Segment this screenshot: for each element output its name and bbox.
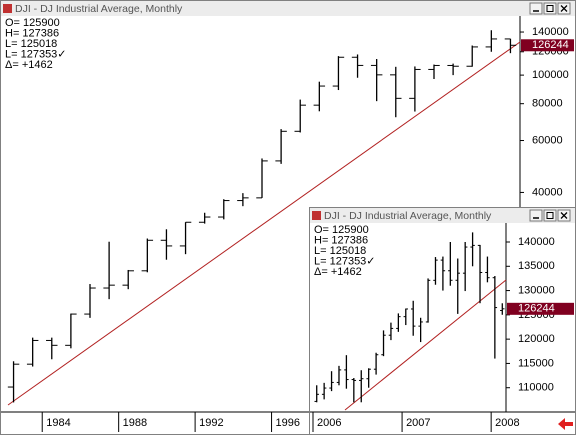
ohlc-info: L= 127353✓ [5,48,67,60]
window-button-min[interactable] [529,209,543,222]
x-tick-label: 1992 [199,417,223,429]
y-tick-label: 110000 [518,382,554,394]
ohlc-info: H= 127386 [314,234,368,246]
ohlc-info: L= 127353✓ [314,255,376,267]
x-tick-label: 2006 [317,417,341,429]
ohlc-info: H= 127386 [5,27,59,39]
ohlc-info: O= 125900 [5,17,60,29]
last-price-label: 126244 [518,303,555,315]
title-bar [1,1,575,16]
x-tick-label: 2008 [495,417,519,429]
y-tick-label: 100000 [532,69,569,81]
y-tick-label: 80000 [532,98,563,110]
x-tick-label: 2007 [406,417,430,429]
ohlc-info: Δ= +1462 [314,266,362,278]
chart-window: DJI - DJ Industrial Average, Monthly 1100… [309,207,576,435]
y-tick-label: 130000 [518,284,555,296]
button-glyph [560,5,568,12]
title-bar [310,208,575,223]
window-button-max[interactable] [543,2,557,15]
window-title: DJI - DJ Industrial Average, Monthly [324,210,492,222]
y-tick-label: 135000 [518,260,555,272]
window-button-min[interactable] [529,2,543,15]
y-tick-label: 115000 [518,357,554,369]
y-tick-label: 140000 [518,236,555,248]
scroll-arrow[interactable] [558,418,573,430]
button-glyph [546,5,554,12]
last-price-box [507,302,574,315]
window-button-max[interactable] [543,209,557,222]
last-price-label: 126244 [532,39,569,51]
window-icon [3,4,12,13]
window-icon [312,211,321,220]
y-tick-label: 40000 [532,186,563,198]
trend-line [344,279,507,411]
x-tick-label: 1996 [276,417,300,429]
y-tick-label: 60000 [532,134,563,146]
y-tick-label: 140000 [532,26,569,38]
x-tick-label: 1984 [46,417,70,429]
ohlc-info: L= 125018 [314,245,366,257]
y-tick-label: 120000 [518,333,555,345]
button-glyph [546,212,554,219]
ohlc-info: O= 125900 [314,224,369,236]
ohlc-info: L= 125018 [5,38,57,50]
ohlc-info: Δ= +1462 [5,59,53,71]
trend-line [7,41,521,406]
button-glyph [560,212,568,219]
x-tick-label: 1988 [123,417,147,429]
window-title: DJI - DJ Industrial Average, Monthly [15,3,183,15]
last-price-box [521,39,574,52]
